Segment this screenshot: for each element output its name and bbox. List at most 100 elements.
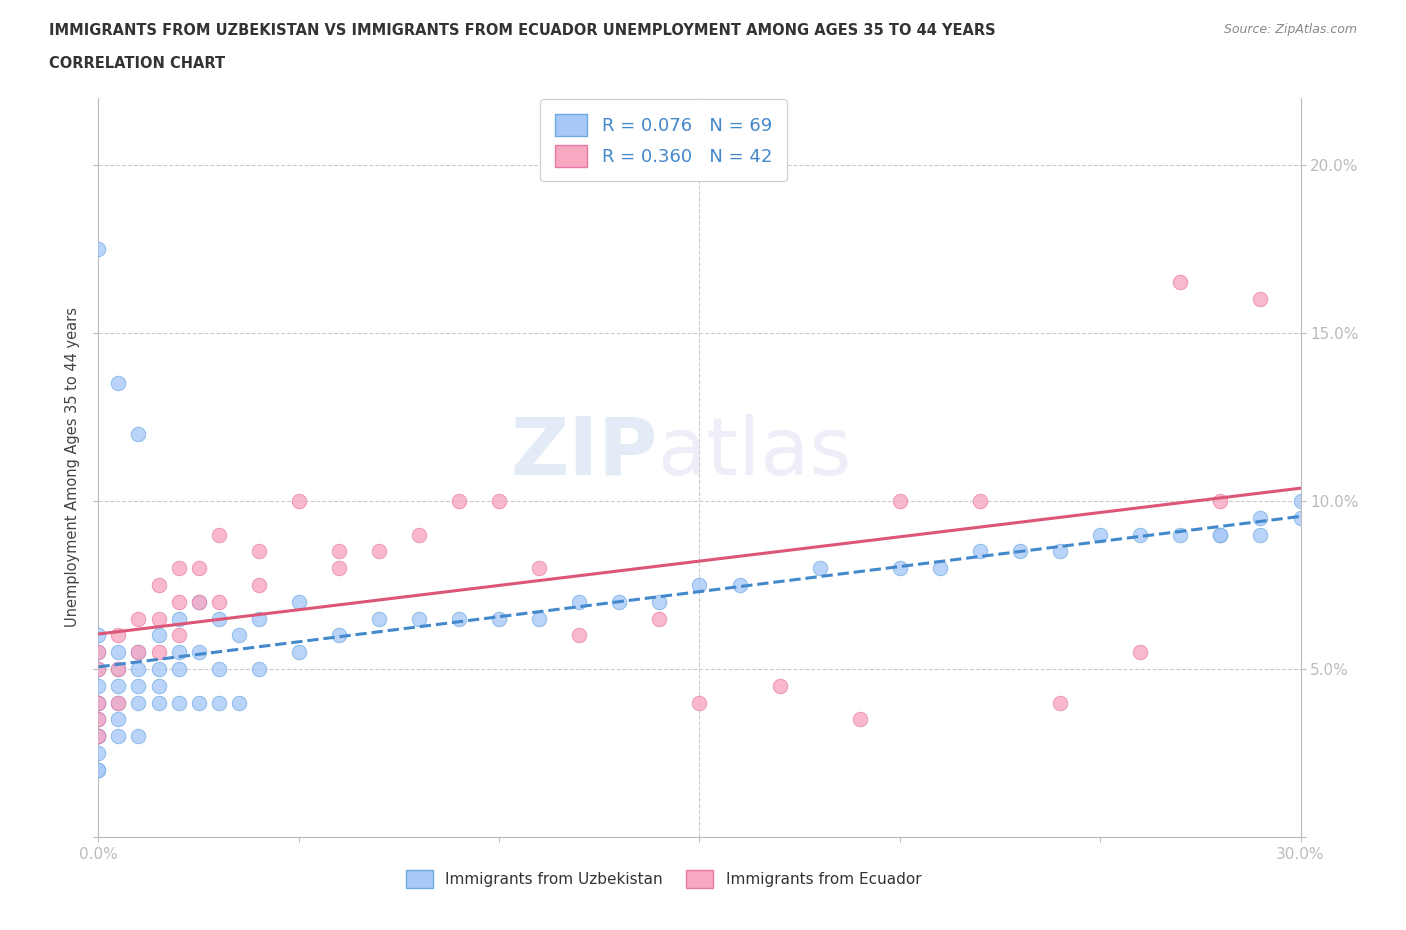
Point — [488, 494, 510, 509]
Point — [568, 594, 591, 609]
Point — [87, 729, 110, 744]
Point — [87, 644, 110, 659]
Point — [87, 729, 110, 744]
Point — [648, 594, 671, 609]
Point — [148, 611, 170, 626]
Point — [1250, 511, 1272, 525]
Point — [208, 695, 231, 710]
Point — [288, 594, 311, 609]
Point — [148, 578, 170, 592]
Legend: Immigrants from Uzbekistan, Immigrants from Ecuador: Immigrants from Uzbekistan, Immigrants f… — [398, 862, 929, 896]
Point — [148, 661, 170, 676]
Point — [447, 611, 470, 626]
Point — [87, 695, 110, 710]
Point — [1250, 292, 1272, 307]
Point — [1170, 275, 1192, 290]
Point — [529, 561, 551, 576]
Point — [328, 544, 350, 559]
Point — [128, 644, 150, 659]
Point — [167, 628, 190, 643]
Point — [1209, 494, 1232, 509]
Y-axis label: Unemployment Among Ages 35 to 44 years: Unemployment Among Ages 35 to 44 years — [65, 307, 80, 628]
Point — [328, 561, 350, 576]
Point — [167, 594, 190, 609]
Point — [87, 729, 110, 744]
Point — [728, 578, 751, 592]
Point — [87, 242, 110, 257]
Point — [208, 594, 231, 609]
Point — [187, 594, 209, 609]
Point — [128, 729, 150, 744]
Point — [1250, 527, 1272, 542]
Point — [187, 594, 209, 609]
Point — [247, 544, 270, 559]
Point — [769, 678, 792, 693]
Point — [187, 561, 209, 576]
Point — [368, 611, 391, 626]
Text: Source: ZipAtlas.com: Source: ZipAtlas.com — [1223, 23, 1357, 36]
Point — [128, 678, 150, 693]
Point — [148, 678, 170, 693]
Point — [187, 695, 209, 710]
Point — [107, 644, 129, 659]
Point — [228, 695, 250, 710]
Point — [488, 611, 510, 626]
Point — [808, 561, 831, 576]
Point — [208, 611, 231, 626]
Point — [107, 376, 129, 391]
Point — [87, 695, 110, 710]
Point — [1049, 695, 1071, 710]
Point — [288, 644, 311, 659]
Point — [167, 561, 190, 576]
Point — [187, 644, 209, 659]
Point — [889, 561, 911, 576]
Point — [447, 494, 470, 509]
Point — [87, 712, 110, 727]
Point — [87, 644, 110, 659]
Point — [1129, 644, 1152, 659]
Point — [128, 611, 150, 626]
Point — [87, 746, 110, 761]
Point — [208, 661, 231, 676]
Point — [107, 628, 129, 643]
Text: ZIP: ZIP — [510, 414, 658, 492]
Point — [1049, 544, 1071, 559]
Point — [87, 763, 110, 777]
Text: IMMIGRANTS FROM UZBEKISTAN VS IMMIGRANTS FROM ECUADOR UNEMPLOYMENT AMONG AGES 35: IMMIGRANTS FROM UZBEKISTAN VS IMMIGRANTS… — [49, 23, 995, 38]
Point — [529, 611, 551, 626]
Point — [368, 544, 391, 559]
Point — [408, 527, 430, 542]
Point — [87, 661, 110, 676]
Point — [1209, 527, 1232, 542]
Point — [929, 561, 952, 576]
Point — [87, 628, 110, 643]
Point — [889, 494, 911, 509]
Point — [969, 544, 991, 559]
Point — [148, 628, 170, 643]
Point — [128, 644, 150, 659]
Point — [107, 661, 129, 676]
Point — [107, 695, 129, 710]
Point — [1289, 494, 1312, 509]
Point — [128, 695, 150, 710]
Point — [87, 678, 110, 693]
Point — [689, 578, 711, 592]
Text: CORRELATION CHART: CORRELATION CHART — [49, 56, 225, 71]
Point — [849, 712, 872, 727]
Point — [128, 426, 150, 441]
Point — [107, 729, 129, 744]
Point — [148, 695, 170, 710]
Point — [107, 695, 129, 710]
Point — [107, 712, 129, 727]
Point — [228, 628, 250, 643]
Point — [167, 644, 190, 659]
Point — [1170, 527, 1192, 542]
Point — [1010, 544, 1032, 559]
Point — [208, 527, 231, 542]
Text: atlas: atlas — [658, 414, 852, 492]
Point — [148, 644, 170, 659]
Point — [107, 678, 129, 693]
Point — [1129, 527, 1152, 542]
Point — [1209, 527, 1232, 542]
Point — [107, 661, 129, 676]
